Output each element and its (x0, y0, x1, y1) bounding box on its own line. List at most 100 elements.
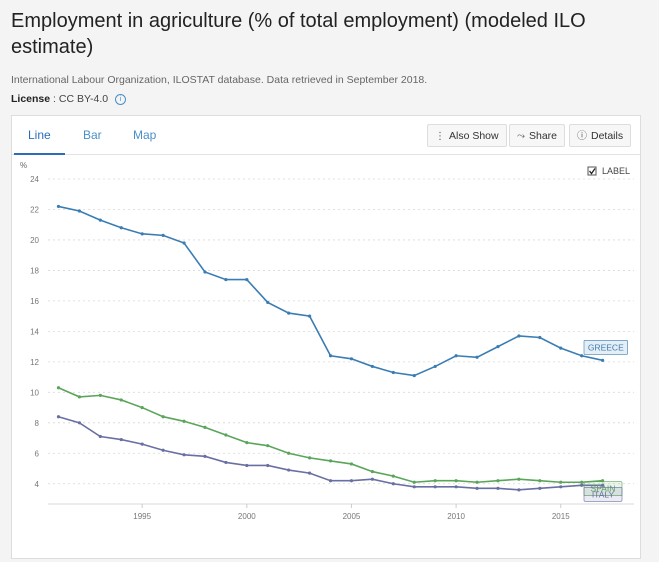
series-label-box (583, 340, 628, 355)
info-icon[interactable]: i (115, 94, 127, 105)
details-button[interactable]: ⓘ Details (569, 124, 632, 147)
data-point (391, 482, 395, 486)
series-label: ITALY (592, 489, 615, 499)
check-icon (588, 168, 596, 175)
data-point (77, 421, 81, 425)
also-show-label: Also Show (449, 130, 499, 142)
share-button[interactable]: ⤳ Share (509, 124, 566, 147)
data-point (454, 479, 458, 483)
data-point (224, 277, 228, 282)
page-title: Employment in agriculture (% of total em… (11, 10, 586, 58)
data-point (98, 218, 102, 222)
data-point (266, 444, 270, 448)
data-point (140, 232, 144, 236)
data-point (433, 479, 437, 483)
data-point (98, 434, 102, 439)
y-tick-label: 12 (30, 358, 39, 367)
data-point (245, 463, 249, 468)
x-tick-label: 2005 (343, 512, 361, 521)
share-icon: ⤳ (517, 131, 525, 142)
data-point (308, 314, 312, 318)
data-point (517, 477, 521, 481)
y-tick-label: 10 (30, 388, 39, 397)
data-point (182, 453, 186, 457)
data-point (349, 462, 354, 466)
license-line: License : CC BY-4.0 i (11, 93, 127, 105)
data-point (245, 441, 249, 445)
data-point (308, 456, 312, 460)
share-label: Share (529, 130, 558, 142)
series-label: GREECE (588, 342, 624, 352)
y-tick-label: 24 (30, 175, 39, 184)
data-point (475, 355, 479, 359)
data-point (56, 415, 61, 419)
data-point (412, 485, 416, 489)
data-point (56, 204, 61, 209)
line-chart: 4 6 8 10 12 14 16 18 20 22 24 1995 2000 2005 2010 2015… (20, 161, 634, 521)
data-point (140, 405, 144, 410)
series-line-spain (58, 387, 603, 484)
label-toggle[interactable]: LABEL (587, 166, 630, 176)
data-point (517, 334, 521, 338)
data-point (56, 386, 61, 390)
tab-map[interactable]: Map (133, 128, 157, 142)
data-point (580, 480, 584, 484)
source-note: International Labour Organization, ILOST… (11, 74, 428, 86)
data-point (203, 454, 207, 458)
data-point (203, 270, 207, 274)
info-icon: ⓘ (577, 131, 587, 142)
data-point (538, 486, 542, 490)
data-point (475, 480, 479, 484)
y-tick-label: 6 (35, 449, 40, 458)
data-point (370, 477, 374, 481)
data-point (370, 469, 374, 474)
chart-panel: Line Bar Map ⋮ Also Show ⤳ Share ⓘ Details … (11, 115, 641, 559)
y-tick-label: 4 (35, 480, 40, 489)
data-point (266, 300, 270, 305)
grid-lines (48, 178, 634, 485)
label-checkbox[interactable] (587, 166, 597, 176)
data-point (454, 354, 458, 358)
license-label: License (11, 93, 51, 105)
data-point (328, 479, 333, 483)
data-point (433, 364, 437, 369)
data-point (119, 226, 123, 230)
series-label: SPAIN (591, 484, 616, 494)
data-point (328, 354, 333, 358)
data-point (559, 346, 563, 350)
data-point (601, 358, 605, 362)
data-point (266, 463, 270, 468)
x-tick-label: 2015 (552, 512, 570, 521)
data-point (412, 480, 416, 484)
data-point (496, 345, 500, 349)
data-point (224, 460, 228, 465)
data-point (517, 488, 521, 492)
tab-line[interactable]: Line (14, 116, 65, 155)
data-point (391, 474, 395, 478)
data-point (412, 373, 416, 378)
y-tick-label: 20 (30, 236, 39, 245)
x-axis: 1995 2000 2005 2010 2015 (48, 503, 634, 521)
y-tick-label: 22 (30, 205, 39, 214)
data-point (245, 277, 249, 282)
data-point (328, 459, 333, 463)
license-value: : CC BY-4.0 (53, 93, 109, 105)
series-group (56, 204, 605, 492)
data-point (287, 311, 291, 315)
details-label: Details (591, 130, 624, 142)
data-point (496, 479, 500, 483)
data-point (433, 485, 437, 489)
also-show-button[interactable]: ⋮ Also Show (427, 124, 507, 147)
data-point (601, 483, 605, 487)
data-point (119, 437, 123, 442)
data-point (559, 485, 563, 489)
data-point (77, 209, 81, 213)
data-point (77, 395, 81, 399)
chart-tabs: Line Bar Map ⋮ Also Show ⤳ Share ⓘ Details (12, 116, 640, 155)
data-point (349, 479, 354, 483)
x-tick-label: 2000 (238, 512, 256, 521)
data-point (370, 364, 374, 369)
data-point (538, 479, 542, 483)
series-labels: GREECE SPAINITALY (583, 340, 628, 502)
tab-bar[interactable]: Bar (83, 128, 102, 142)
